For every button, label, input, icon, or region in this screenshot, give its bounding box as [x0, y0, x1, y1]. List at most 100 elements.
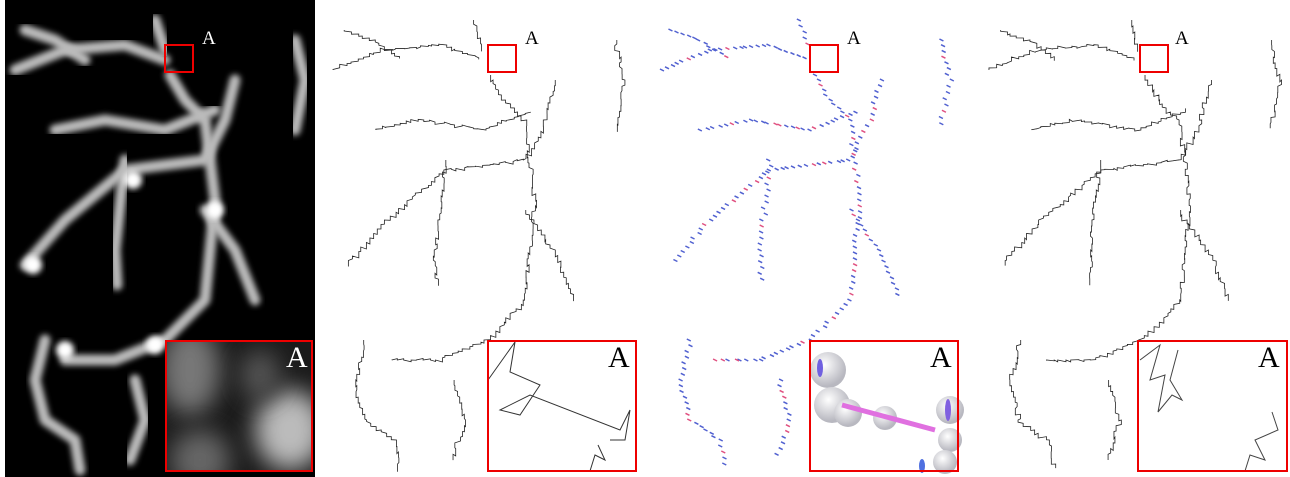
glyph: [943, 98, 947, 100]
skeleton-line: [1005, 80, 1211, 266]
glyph: [759, 231, 763, 233]
glyph: [779, 448, 783, 450]
glyph: [812, 164, 816, 166]
glyph: [849, 209, 853, 211]
glyph: [808, 129, 812, 131]
glyph: [856, 228, 860, 230]
glyph: [683, 396, 687, 398]
glyph: [674, 31, 678, 33]
glyph: [782, 396, 786, 398]
inset: [810, 45, 964, 474]
glyph: [687, 339, 691, 341]
skeleton-line: [1090, 160, 1101, 285]
glyph: [854, 162, 858, 164]
glyph: [856, 223, 860, 225]
glyph: [765, 183, 769, 185]
glyph: [688, 345, 692, 347]
glyph: [895, 293, 899, 295]
glyph: [878, 85, 882, 87]
glyph: [735, 122, 739, 124]
glyph: [754, 120, 758, 122]
glyph: [858, 217, 862, 219]
region-label: A: [202, 28, 216, 49]
glyph: [856, 174, 860, 176]
glyph: [749, 46, 753, 48]
glyph: [719, 125, 723, 127]
glyph: [869, 239, 873, 241]
glyph: [699, 228, 703, 230]
glyph: [858, 136, 862, 138]
glyph: [947, 68, 951, 70]
glyph: [840, 308, 844, 310]
glyph: [853, 150, 857, 152]
skeleton-line: [333, 44, 479, 70]
glyph: [873, 108, 877, 110]
glyph: [891, 282, 895, 284]
skeleton-line: [989, 44, 1134, 70]
glyph: [744, 359, 748, 361]
glyph: [724, 124, 728, 126]
glyph: [835, 312, 839, 314]
skeleton-line: [433, 160, 446, 286]
glyph: [816, 330, 820, 332]
skeleton-line: [392, 75, 537, 362]
glyph: [851, 156, 855, 158]
glyph: [765, 201, 769, 203]
glyph: [775, 453, 779, 455]
glyph: [853, 258, 857, 260]
glyph: [819, 84, 823, 86]
glyph: [686, 408, 690, 410]
glyph: [851, 281, 855, 283]
skeleton-line: [474, 20, 482, 51]
glyph: [704, 51, 708, 53]
glyph: [685, 413, 689, 415]
glyph: [858, 205, 862, 207]
glyph: [845, 115, 849, 117]
glyph: [831, 120, 835, 122]
glyph: [825, 321, 829, 323]
glyph: [853, 234, 857, 236]
skeleton-line: [453, 380, 465, 460]
glyph: [726, 359, 730, 361]
glyph: [786, 348, 790, 350]
glyph: [865, 234, 869, 236]
glyph: [718, 48, 722, 50]
glyph: [744, 188, 748, 190]
glyph: [849, 144, 853, 146]
glyph: [829, 99, 833, 101]
glyph: [702, 224, 706, 226]
glyph: [791, 166, 795, 168]
glyph: [849, 287, 853, 289]
glyph: [665, 67, 669, 69]
glyph: [682, 362, 686, 364]
glyph: [708, 49, 712, 51]
glyph: [806, 43, 810, 45]
glyph: [758, 272, 762, 274]
glyph: [685, 356, 689, 358]
glyph: [895, 288, 899, 290]
glyph: [722, 457, 726, 459]
glyph: [890, 277, 894, 279]
glyph: [941, 56, 945, 58]
glyph: [690, 242, 694, 244]
glyph: [759, 237, 763, 239]
glyph: [840, 116, 844, 118]
glyph: [851, 131, 855, 133]
glyph: [761, 207, 765, 209]
glyph: [767, 169, 771, 171]
glyph: [721, 359, 725, 361]
glyph: [791, 126, 795, 128]
glyph: [733, 47, 737, 49]
glyph: [946, 92, 950, 94]
glyph: [706, 128, 710, 130]
glyph: [767, 189, 771, 191]
glyph: [709, 219, 713, 221]
glyph: [834, 118, 838, 120]
glyph: [811, 335, 815, 337]
glyph: [700, 426, 704, 428]
glyph: [871, 102, 875, 104]
glyph: [848, 119, 852, 121]
glyph: [852, 240, 856, 242]
glyph: [779, 379, 783, 381]
glyph: [755, 181, 759, 183]
